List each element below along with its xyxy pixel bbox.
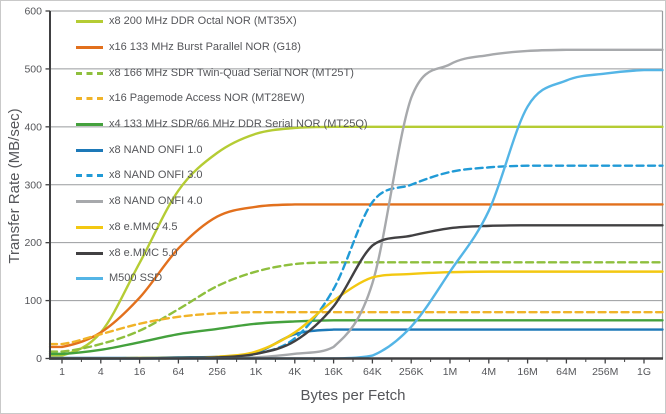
x-tick-label-0: 1 <box>59 366 65 378</box>
y-axis-title: Transfer Rate (MB/sec) <box>6 108 23 264</box>
legend-item-3: x16 Pagemode Access NOR (MT28EW) <box>76 86 368 112</box>
x-tick-label-13: 64M <box>556 366 576 378</box>
legend-swatch-1 <box>76 46 103 50</box>
legend-swatch-5 <box>76 148 103 152</box>
legend-label-2: x8 166 MHz SDR Twin-Quad Serial NOR (MT2… <box>109 66 354 79</box>
legend-item-4: x4 133 MHz SDR/66 MHz DDR Serial NOR (MT… <box>76 112 368 138</box>
legend-swatch-10 <box>76 277 103 281</box>
x-tick-label-14: 256M <box>592 366 618 378</box>
legend-item-1: x16 133 MHz Burst Parallel NOR (G18) <box>76 35 368 61</box>
legend-swatch-7 <box>76 200 103 204</box>
y-tick-label-100: 100 <box>24 295 42 307</box>
y-tick-label-200: 200 <box>24 237 42 249</box>
x-tick-label-5: 1K <box>250 366 263 378</box>
legend-item-8: x8 e.MMC 4.5 <box>76 215 368 241</box>
y-tick-label-400: 400 <box>24 121 42 133</box>
y-tick-label-300: 300 <box>24 179 42 191</box>
series-line-1 <box>48 203 664 349</box>
x-tick-label-1: 4 <box>98 366 104 378</box>
legend-swatch-4 <box>76 123 103 127</box>
series-line-0 <box>48 125 664 357</box>
x-tick-label-12: 16M <box>517 366 537 378</box>
series-line-4 <box>48 319 664 356</box>
series-line-5 <box>48 328 664 360</box>
legend-swatch-3 <box>76 97 103 101</box>
series-line-3 <box>48 310 664 346</box>
legend-item-5: x8 NAND ONFI 1.0 <box>76 137 368 163</box>
legend-label-4: x4 133 MHz SDR/66 MHz DDR Serial NOR (MT… <box>109 118 368 131</box>
legend-label-7: x8 NAND ONFI 4.0 <box>109 195 203 208</box>
y-tick-label-600: 600 <box>24 6 42 18</box>
legend-label-3: x16 Pagemode Access NOR (MT28EW) <box>109 92 305 105</box>
legend-swatch-6 <box>76 174 103 178</box>
x-tick-label-7: 16K <box>324 366 343 378</box>
legend-item-9: x8 e.MMC 5.0 <box>76 240 368 266</box>
legend-item-10: M500 SSD <box>76 266 368 292</box>
legend-label-1: x16 133 MHz Burst Parallel NOR (G18) <box>109 41 301 54</box>
legend-swatch-0 <box>76 20 103 24</box>
legend-label-6: x8 NAND ONFI 3.0 <box>109 169 203 182</box>
legend-swatch-9 <box>76 251 103 255</box>
tick-labels: 0 100 200 300 400 500 600 1 4 16 64 256 1K 4K 16K 64K 25… <box>24 6 651 379</box>
legend-label-5: x8 NAND ONFI 1.0 <box>109 143 203 156</box>
x-tick-label-11: 4M <box>482 366 497 378</box>
legend-item-6: x8 NAND ONFI 3.0 <box>76 163 368 189</box>
legend-label-8: x8 e.MMC 4.5 <box>109 220 178 233</box>
series-line-2 <box>48 261 664 353</box>
x-tick-label-2: 16 <box>134 366 146 378</box>
axes <box>45 10 663 364</box>
legend-label-10: M500 SSD <box>109 272 163 285</box>
legend-label-0: x8 200 MHz DDR Octal NOR (MT35X) <box>109 15 297 28</box>
x-tick-label-9: 256K <box>399 366 424 378</box>
x-tick-label-6: 4K <box>288 366 301 378</box>
x-tick-label-8: 64K <box>363 366 382 378</box>
x-tick-label-10: 1M <box>443 366 458 378</box>
legend-item-2: x8 166 MHz SDR Twin-Quad Serial NOR (MT2… <box>76 60 368 86</box>
x-axis-title: Bytes per Fetch <box>300 387 406 404</box>
y-tick-label-500: 500 <box>24 63 42 75</box>
x-tick-label-3: 64 <box>173 366 185 378</box>
legend-item-0: x8 200 MHz DDR Octal NOR (MT35X) <box>76 9 368 35</box>
x-tick-label-4: 256 <box>208 366 226 378</box>
legend: x8 200 MHz DDR Octal NOR (MT35X) x16 133 … <box>76 9 368 292</box>
legend-label-9: x8 e.MMC 5.0 <box>109 246 178 259</box>
legend-swatch-8 <box>76 225 103 229</box>
legend-item-7: x8 NAND ONFI 4.0 <box>76 189 368 215</box>
y-tick-label-0: 0 <box>36 353 42 365</box>
x-tick-label-15: 1G <box>637 366 651 378</box>
legend-swatch-2 <box>76 71 103 75</box>
